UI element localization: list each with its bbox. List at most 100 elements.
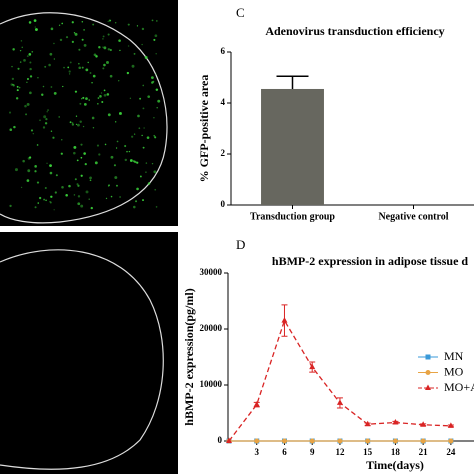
y-axis-label: hBMP-2 expression(pg/ml) <box>182 288 196 425</box>
series-line <box>228 319 451 442</box>
gfp-dot <box>151 162 154 165</box>
gfp-dot <box>18 86 21 89</box>
gfp-dot <box>141 43 143 46</box>
gfp-dot <box>129 97 132 99</box>
gfp-dot <box>71 21 74 24</box>
gfp-dot <box>109 74 113 78</box>
gfp-dot <box>135 200 138 203</box>
gfp-dot <box>76 183 79 186</box>
gfp-dot <box>30 129 34 132</box>
gfp-dot <box>82 125 85 128</box>
gfp-dot <box>119 196 121 198</box>
gfp-dot <box>61 185 64 189</box>
gfp-dot <box>83 102 87 106</box>
gfp-dot <box>16 85 19 88</box>
gfp-dot <box>67 66 70 69</box>
gfp-dot <box>79 102 82 105</box>
gfp-dot <box>107 33 110 36</box>
marker <box>420 421 427 427</box>
gfp-dot <box>141 27 145 31</box>
gfp-dot <box>103 89 106 92</box>
gfp-dot <box>44 65 47 68</box>
gfp-dot <box>83 44 87 47</box>
gfp-dot <box>114 176 118 180</box>
gfp-dot <box>138 127 141 130</box>
gfp-dot <box>34 165 37 168</box>
gfp-dot <box>131 64 135 68</box>
gfp-dot <box>81 66 84 69</box>
gfp-dot <box>107 185 110 187</box>
gfp-dot <box>36 144 39 146</box>
gfp-dot <box>31 50 34 53</box>
x-tick-label: 21 <box>419 447 429 457</box>
gfp-dot <box>27 169 31 173</box>
panel-label: C <box>236 5 245 20</box>
gfp-dot <box>127 45 130 47</box>
gfp-dot <box>136 161 139 164</box>
gfp-dot <box>53 58 55 60</box>
gfp-dot <box>147 95 151 99</box>
gfp-dot <box>124 144 127 148</box>
gfp-dot <box>133 133 136 135</box>
gfp-dot <box>26 102 30 106</box>
gfp-dot <box>97 97 100 99</box>
marker <box>337 438 343 444</box>
gfp-dot <box>150 76 154 80</box>
gfp-dot <box>124 158 128 162</box>
chart-title: Adenovirus transduction efficiency <box>265 24 444 38</box>
gfp-dot <box>142 146 145 149</box>
gfp-dot <box>89 72 92 74</box>
gfp-dot <box>11 65 13 68</box>
gfp-dot <box>79 120 82 123</box>
legend-label: MN <box>444 349 464 363</box>
gfp-dot <box>45 199 47 202</box>
legend-label: MO <box>444 364 464 378</box>
gfp-dot <box>36 181 40 184</box>
gfp-dot <box>115 147 118 149</box>
gfp-dot <box>110 155 114 159</box>
y-tick-label: 0 <box>218 435 223 445</box>
y-tick-label: 6 <box>221 46 226 56</box>
gfp-dot <box>75 115 78 117</box>
gfp-dot <box>9 128 13 132</box>
gfp-dot <box>81 98 83 100</box>
gfp-dot <box>155 88 159 92</box>
gfp-dot <box>53 42 55 45</box>
gfp-dot <box>92 74 96 78</box>
gfp-dot <box>77 184 80 187</box>
gfp-dot <box>136 187 139 191</box>
tissue-outline <box>0 12 168 224</box>
gfp-dot <box>80 204 84 208</box>
gfp-dot <box>12 48 15 51</box>
marker <box>336 399 343 405</box>
gfp-dot <box>19 49 22 52</box>
gfp-dot <box>114 22 117 24</box>
gfp-dot <box>103 63 106 67</box>
gfp-dot <box>136 25 139 27</box>
x-tick-label: 24 <box>446 447 456 457</box>
y-tick-label: 0 <box>221 199 226 209</box>
y-tick-label: 30000 <box>200 267 223 277</box>
gfp-signal <box>9 19 161 211</box>
gfp-dot <box>134 160 137 164</box>
y-tick-label: 10000 <box>200 379 223 389</box>
gfp-dot <box>26 81 28 84</box>
gfp-dot <box>68 70 71 73</box>
gfp-dot <box>22 159 25 163</box>
gfp-dot <box>88 99 90 101</box>
gfp-dot <box>14 168 18 172</box>
gfp-dot <box>118 39 121 42</box>
gfp-dot <box>49 52 53 56</box>
gfp-dot <box>101 100 104 103</box>
gfp-dot <box>108 184 110 187</box>
marker <box>253 401 260 407</box>
gfp-dot <box>49 171 53 175</box>
gfp-dot <box>154 136 157 139</box>
marker <box>226 437 232 443</box>
gfp-dot <box>74 90 78 93</box>
gfp-dot <box>119 49 121 52</box>
gfp-dot <box>113 164 116 167</box>
gfp-dot <box>142 107 145 110</box>
gfp-dot <box>85 68 89 72</box>
